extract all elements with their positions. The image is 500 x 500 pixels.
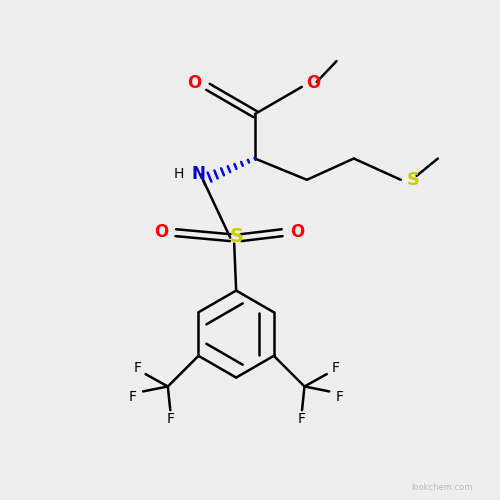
Text: O: O [290,222,304,240]
Text: H: H [174,167,184,181]
Text: F: F [128,390,136,404]
Text: lookchem.com: lookchem.com [411,483,472,492]
Text: F: F [133,360,141,374]
Text: F: F [166,412,174,426]
Text: O: O [306,74,320,92]
Text: S: S [229,227,243,246]
Text: F: F [298,412,306,426]
Text: F: F [331,360,339,374]
Text: N: N [191,165,205,183]
Text: O: O [187,74,202,92]
Text: S: S [406,171,420,189]
Text: F: F [336,390,344,404]
Text: O: O [154,222,168,240]
